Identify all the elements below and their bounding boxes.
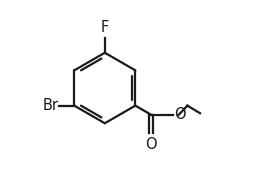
Text: O: O [174,107,186,122]
Text: Br: Br [42,98,58,113]
Text: F: F [101,20,109,35]
Text: O: O [146,137,157,152]
